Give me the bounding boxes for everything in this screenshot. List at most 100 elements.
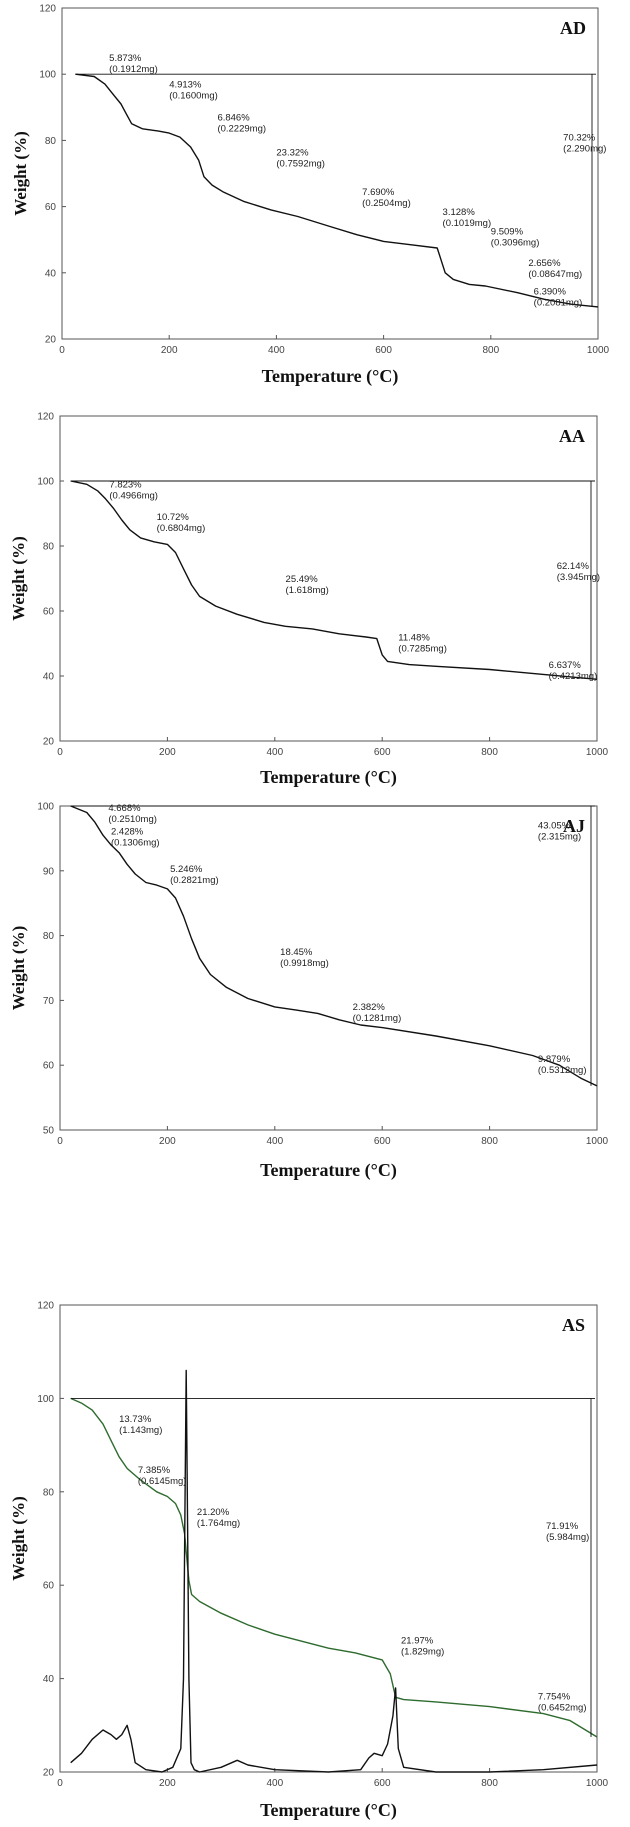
- chart-panel-as: 0 200 400 600 800 1000 20 40 60 80 100 120 Temperatu…: [0, 1259, 630, 1827]
- annotation-8-percent: 2.656%: [528, 258, 561, 269]
- annotation-5-mass: (0.2504mg): [362, 198, 411, 209]
- annotation-2-percent: 4.913%: [169, 79, 202, 90]
- x-tick-label: 0: [59, 345, 65, 356]
- annotation-3-percent: 25.49%: [286, 574, 319, 585]
- annotation-7-mass: (0.3096mg): [491, 238, 540, 249]
- annotation-3-mass: (1.618mg): [286, 585, 329, 596]
- annotation-6-percent: 3.128%: [443, 207, 476, 218]
- annotation-6-mass: (0.5312mg): [538, 1065, 587, 1076]
- annotation-4-mass: (0.7285mg): [398, 643, 447, 654]
- y-tick-label: 100: [37, 802, 54, 813]
- x-tick-label: 600: [374, 1136, 391, 1147]
- x-axis-label: Temperature (°C): [260, 767, 397, 788]
- y-tick-label: 40: [43, 672, 55, 683]
- x-tick-label: 0: [57, 747, 63, 758]
- annotation-4-percent: 23.32%: [276, 147, 309, 158]
- y-tick-label: 70: [43, 996, 55, 1007]
- annotation-4-mass: (1.829mg): [401, 1647, 444, 1658]
- x-tick-label: 200: [159, 1136, 176, 1147]
- annotation-2-percent: 10.72%: [157, 512, 190, 523]
- x-tick-label: 800: [481, 1136, 498, 1147]
- annotation-4-percent: 18.45%: [280, 947, 313, 958]
- x-tick-label: 1000: [586, 747, 609, 758]
- chart-panel-aa: 0 200 400 600 800 1000 20 40 60 80 100 120 Temperatu…: [0, 403, 630, 806]
- x-axis-label: Temperature (°C): [260, 1160, 397, 1181]
- annotation-2-mass: (0.1600mg): [169, 90, 218, 101]
- x-tick-label: 1000: [586, 1778, 609, 1789]
- y-tick-label: 60: [43, 1581, 55, 1592]
- y-tick-label: 90: [43, 866, 55, 877]
- annotation-8-mass: (0.08647mg): [528, 269, 582, 280]
- x-tick-label: 600: [374, 747, 391, 758]
- annotation-5-mass: (0.6452mg): [538, 1703, 587, 1714]
- annotation-2-mass: (0.6804mg): [157, 523, 206, 534]
- y-tick-label: 40: [43, 1674, 55, 1685]
- chart-aj: 0 200 400 600 800 1000 50 60 70 80 90 100 Temperatur…: [9, 802, 609, 1182]
- x-tick-label: 200: [159, 1778, 176, 1789]
- x-tick-label: 0: [57, 1778, 63, 1789]
- annotation-6-percent: 9.879%: [538, 1054, 571, 1065]
- annotation-1-percent: 4.668%: [108, 803, 141, 814]
- annotation-1-mass: (0.2510mg): [108, 814, 157, 825]
- x-tick-label: 800: [481, 1778, 498, 1789]
- y-tick-label: 20: [45, 335, 57, 346]
- annotation-5-mass: (0.1281mg): [353, 1013, 402, 1024]
- panel-title: AJ: [563, 816, 585, 836]
- y-tick-label: 20: [43, 737, 55, 748]
- annotation-3-percent: 5.246%: [170, 864, 203, 875]
- annotation-3-percent: 21.20%: [197, 1507, 230, 1518]
- annotation-1-percent: 13.73%: [119, 1414, 152, 1425]
- annotation-5-percent: 7.754%: [538, 1692, 571, 1703]
- annotation-1-percent: 7.823%: [109, 480, 142, 491]
- x-tick-label: 0: [57, 1136, 63, 1147]
- annotation-5-percent: 6.637%: [549, 660, 582, 671]
- y-tick-label: 60: [43, 1061, 55, 1072]
- y-tick-label: 20: [43, 1768, 55, 1779]
- y-axis-label: Weight (%): [9, 926, 28, 1011]
- y-tick-label: 100: [37, 477, 54, 488]
- annotation-4-percent: 11.48%: [398, 632, 430, 643]
- annotation-4-mass: (0.7592mg): [276, 158, 325, 169]
- y-tick-label: 100: [37, 1394, 54, 1405]
- chart-panel-ad: 0 200 400 600 800 1000 20 40 60 80 100 120 Temperatu…: [0, 0, 630, 403]
- annotation-3-mass: (0.2821mg): [170, 875, 219, 886]
- weight-curve: [70, 1397, 598, 1738]
- y-tick-label: 80: [45, 136, 57, 147]
- y-tick-label: 60: [43, 607, 55, 618]
- plot-frame: [59, 415, 598, 742]
- annotation-3-percent: 6.846%: [217, 113, 250, 124]
- y-tick-label: 120: [37, 1301, 54, 1312]
- y-axis-label: Weight (%): [11, 131, 30, 216]
- chart-as: 0 200 400 600 800 1000 20 40 60 80 100 120 Temperatu…: [9, 1301, 609, 1822]
- x-tick-label: 600: [375, 345, 392, 356]
- y-tick-label: 40: [45, 268, 57, 279]
- annotation-2-mass: (0.6145mg): [138, 1476, 187, 1487]
- y-tick-label: 100: [39, 70, 56, 81]
- x-axis-label: Temperature (°C): [262, 366, 399, 387]
- weight-curve: [75, 73, 599, 308]
- annotation-7-mass: (2.315mg): [538, 832, 581, 843]
- x-axis-label: Temperature (°C): [260, 1800, 397, 1821]
- x-tick-label: 800: [481, 747, 498, 758]
- x-tick-label: 1000: [586, 1136, 609, 1147]
- annotation-6-mass: (5.984mg): [546, 1532, 589, 1543]
- annotation-3-mass: (0.2229mg): [217, 124, 266, 135]
- annotation-6-mass: (0.1019mg): [443, 218, 492, 229]
- annotation-3-mass: (1.764mg): [197, 1518, 240, 1529]
- y-tick-label: 80: [43, 931, 55, 942]
- y-tick-label: 120: [37, 412, 54, 423]
- y-tick-label: 60: [45, 202, 57, 213]
- annotation-2-percent: 2.428%: [111, 827, 144, 838]
- annotation-2-percent: 7.385%: [138, 1465, 171, 1476]
- chart-panel-aj: 0 200 400 600 800 1000 50 60 70 80 90 100 Temperatur…: [0, 802, 630, 1259]
- annotation-5-percent: 2.382%: [353, 1002, 386, 1013]
- y-axis-label: Weight (%): [9, 536, 28, 621]
- x-tick-label: 600: [374, 1778, 391, 1789]
- x-tick-label: 400: [266, 1778, 283, 1789]
- annotation-6-mass: (3.945mg): [557, 572, 600, 583]
- chart-aa: 0 200 400 600 800 1000 20 40 60 80 100 120 Temperatu…: [9, 412, 609, 789]
- weight-curve: [70, 805, 598, 1087]
- y-tick-label: 80: [43, 1487, 55, 1498]
- annotation-5-mass: (0.4213mg): [549, 671, 598, 682]
- annotation-1-mass: (0.1912mg): [109, 64, 158, 75]
